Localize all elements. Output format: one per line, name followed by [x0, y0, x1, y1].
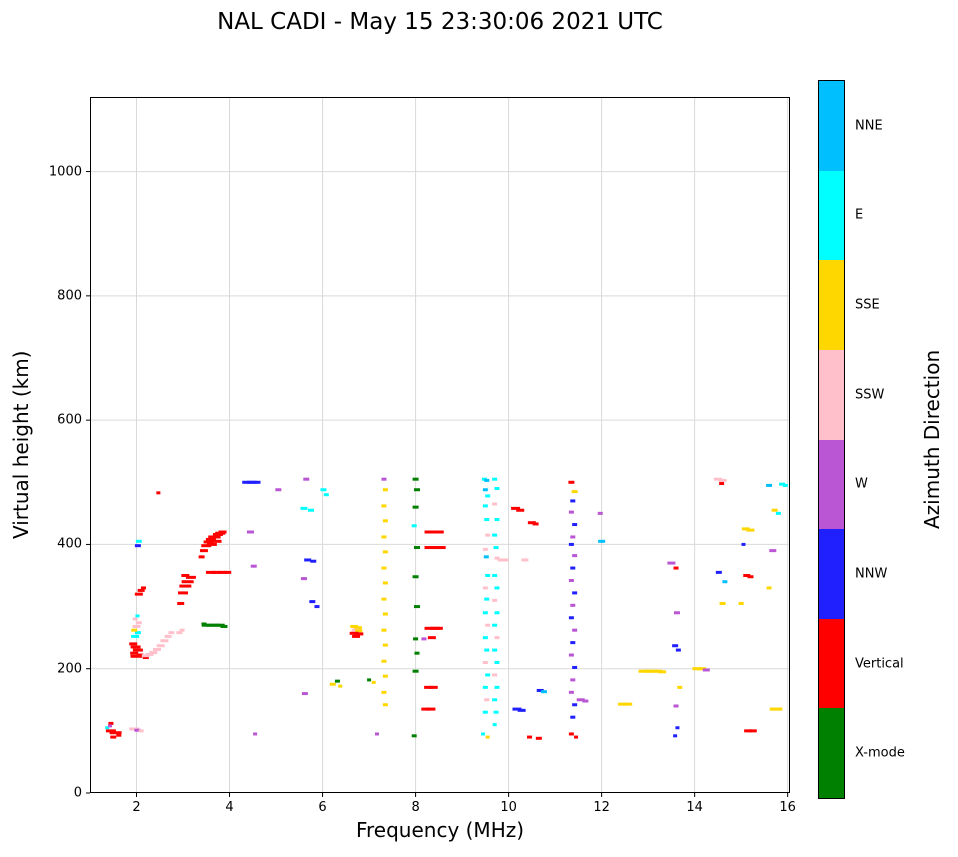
colorbar-segment-vertical: Vertical	[819, 618, 904, 709]
colorbar-tick-label: X-mode	[855, 745, 905, 761]
x-tick-label: 4	[225, 800, 234, 815]
colorbar-label: Azimuth Direction	[920, 349, 944, 530]
colorbar-tick-label: E	[855, 207, 864, 223]
colorbar-segment-e: E	[819, 170, 863, 261]
colorbar: NNE E SSE SSW W NNW Vertical X-mode	[818, 80, 905, 799]
colorbar-tick-label: NNE	[855, 118, 883, 134]
colorbar-tick-label: SSE	[855, 297, 880, 313]
x-tick-label: 10	[500, 800, 517, 815]
colorbar-segment-sse: SSE	[819, 260, 880, 350]
colorbar-segment-ssw: SSW	[819, 349, 884, 440]
colorbar-tick-label: SSW	[855, 387, 885, 403]
colorbar-segment-w: W	[819, 439, 868, 530]
colorbar-segment-x-mode: X-mode	[819, 708, 905, 798]
colorbar-tick-label: Vertical	[855, 656, 904, 672]
x-axis-label: Frequency (MHz)	[355, 818, 525, 842]
x-tick-label: 12	[593, 800, 610, 815]
colorbar-tick-label: NNW	[855, 566, 888, 582]
chart-title: NAL CADI - May 15 23:30:06 2021 UTC	[217, 9, 663, 35]
x-tick-label: 6	[318, 800, 327, 815]
colorbar-tick-label: W	[855, 476, 868, 492]
plot-area	[86, 97, 790, 797]
y-axis-label: Virtual height (km)	[9, 350, 33, 540]
scatter-canvas	[86, 97, 790, 797]
x-tick-label: 16	[779, 800, 796, 815]
x-tick-label: 8	[411, 800, 420, 815]
x-tick-label: 14	[686, 800, 703, 815]
colorbar-segment-nne: NNE	[819, 81, 883, 171]
x-tick-label: 2	[132, 800, 141, 815]
colorbar-segment-nnw: NNW	[819, 529, 887, 619]
